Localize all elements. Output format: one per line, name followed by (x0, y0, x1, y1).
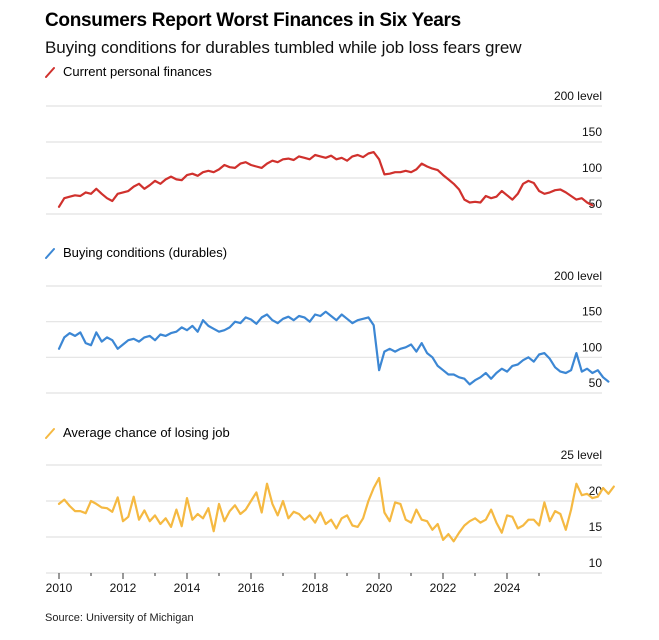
chart-subtitle: Buying conditions for durables tumbled w… (45, 38, 522, 57)
legend-finances: Current personal finances (45, 64, 212, 79)
y-tick-label-job-loss-15: 15 (589, 520, 603, 534)
x-tick-label-2010: 2010 (46, 581, 73, 595)
y-tick-label-durables-50: 50 (589, 376, 603, 390)
slash-line-icon (45, 427, 55, 439)
y-tick-label-job-loss-10: 10 (589, 556, 603, 570)
y-tick-label-finances-150: 150 (582, 125, 602, 139)
series-line-finances (57, 151, 594, 208)
x-tick-label-2014: 2014 (174, 581, 201, 595)
legend-job-loss: Average chance of losing job (45, 425, 230, 440)
chart-title: Consumers Report Worst Finances in Six Y… (45, 10, 461, 31)
y-tick-label-durables-100: 100 (582, 340, 602, 354)
legend-finances-swatch (45, 66, 55, 78)
series-line-durables (57, 310, 610, 386)
source-note: Source: University of Michigan (45, 612, 194, 624)
slash-line-icon (45, 66, 55, 78)
y-tick-label-durables-150: 150 (582, 305, 602, 319)
x-tick-label-2024: 2024 (494, 581, 521, 595)
x-tick-label-2012: 2012 (110, 581, 137, 595)
y-tick-label-finances-200: 200 level (554, 89, 602, 103)
y-tick-label-durables-200: 200 level (554, 269, 602, 283)
series-line-job-loss (57, 476, 615, 543)
x-tick-label-2016: 2016 (238, 581, 265, 595)
legend-finances-label: Current personal finances (63, 64, 212, 79)
slash-line-icon (45, 247, 55, 259)
x-tick-label-2022: 2022 (430, 581, 457, 595)
legend-durables-swatch (45, 247, 55, 259)
legend-job-loss-swatch (45, 427, 55, 439)
legend-durables-label: Buying conditions (durables) (63, 245, 228, 260)
x-tick-label-2018: 2018 (302, 581, 329, 595)
legend-job-loss-label: Average chance of losing job (63, 425, 230, 440)
legend-durables: Buying conditions (durables) (45, 245, 227, 260)
y-tick-label-job-loss-25: 25 level (561, 448, 602, 462)
y-tick-label-finances-100: 100 (582, 161, 602, 175)
y-tick-label-finances-50: 50 (589, 197, 603, 211)
x-tick-label-2020: 2020 (366, 581, 393, 595)
